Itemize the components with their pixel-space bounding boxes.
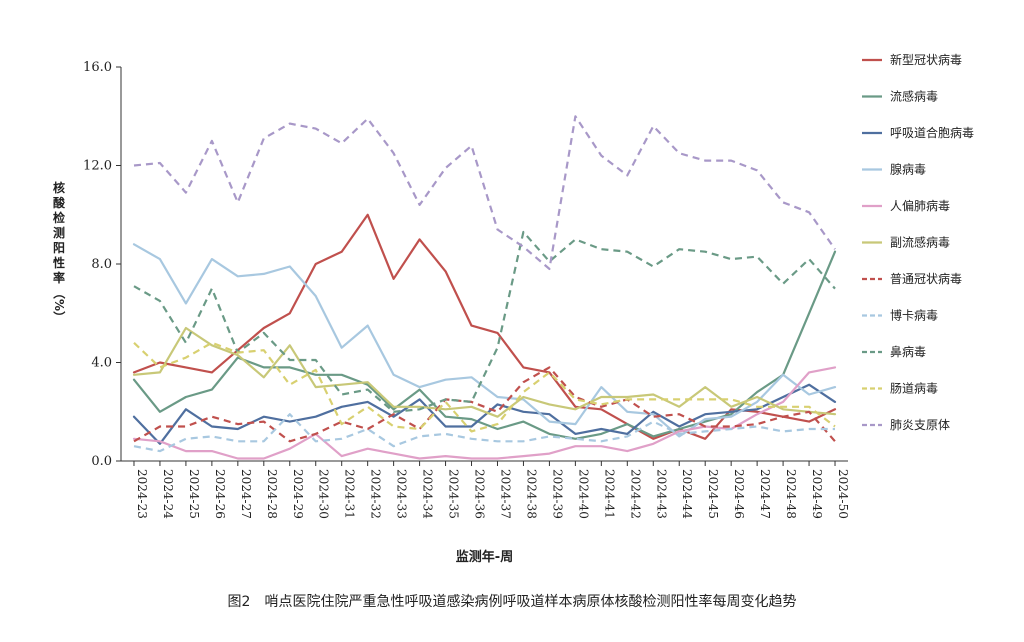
series-line	[133, 230, 836, 413]
x-axis-label: 监测年-周	[456, 549, 513, 565]
y-tick-label: 8.0	[91, 257, 112, 272]
x-tick-label: 2024-49	[810, 469, 824, 519]
y-tick-label: 16.0	[83, 60, 112, 75]
legend-label: 肠道病毒	[890, 381, 938, 396]
line-chart: 核酸检测阳性率（%） 0.04.08.012.016.0 2024-23 2024…	[52, 52, 974, 565]
y-axis-label: 核酸检测阳性率 （%）	[52, 180, 67, 323]
legend-label: 新型冠状病毒	[890, 52, 962, 67]
y-axis-label-char: 酸	[53, 195, 66, 210]
figure-caption: 图2 哨点医院住院严重急性呼吸道感染病例呼吸道样本病原体核酸检测阳性率每周变化趋…	[227, 594, 797, 610]
x-tick-label: 2024-48	[784, 469, 798, 519]
x-tick-label: 2024-30	[317, 469, 331, 519]
x-tick-label: 2024-29	[291, 469, 305, 519]
x-tick-label: 2024-35	[447, 469, 461, 519]
y-tick-label: 4.0	[91, 356, 112, 371]
y-axis-label-char: 核	[53, 180, 65, 195]
legend-label: 人偏肺病毒	[890, 198, 950, 213]
x-tick-label: 2024-23	[135, 469, 149, 519]
x-tick-label: 2024-40	[576, 469, 590, 519]
legend-label: 腺病毒	[890, 162, 926, 177]
x-tick-label: 2024-44	[680, 469, 694, 519]
x-tick-label: 2024-36	[473, 469, 487, 519]
legend-label: 肺炎支原体	[890, 418, 950, 432]
legend: 新型冠状病毒流感病毒呼吸道合胞病毒腺病毒人偏肺病毒副流感病毒普通冠状病毒博卡病毒…	[862, 52, 974, 432]
x-tick-label: 2024-39	[550, 469, 564, 519]
y-axis-label-char: %	[52, 299, 66, 311]
legend-label: 副流感病毒	[890, 235, 950, 250]
x-tick-label: 2024-26	[213, 469, 227, 519]
x-tick-label: 2024-28	[265, 469, 279, 519]
y-axis-label-char: （	[52, 287, 67, 299]
x-tick-label: 2024-37	[498, 469, 512, 519]
x-tick-label: 2024-46	[732, 469, 746, 519]
y-axis-label-char: 检	[53, 210, 65, 225]
series-line	[133, 413, 835, 453]
series-line	[133, 366, 836, 443]
series-line	[132, 326, 837, 418]
x-tick-label: 2024-27	[239, 469, 253, 519]
y-axis-label-char: 阳	[53, 240, 65, 255]
x-axis-ticks: 2024-23 2024-24 2024-25 2024-26 2024-27 2024-…	[133, 461, 850, 519]
legend-label: 呼吸道合胞病毒	[890, 125, 974, 140]
x-tick-label: 2024-34	[421, 469, 435, 519]
x-tick-label: 2024-31	[343, 469, 357, 519]
y-axis-label-char: 测	[53, 225, 65, 240]
series-line	[132, 213, 837, 440]
x-tick-label: 2024-41	[602, 469, 616, 519]
legend-label: 普通冠状病毒	[890, 271, 962, 286]
legend-label: 流感病毒	[890, 89, 938, 104]
y-axis-label-char: 率	[53, 270, 65, 285]
x-tick-label: 2024-47	[758, 469, 772, 519]
x-tick-label: 2024-45	[706, 469, 720, 519]
x-tick-label: 2024-38	[524, 469, 538, 519]
x-tick-label: 2024-33	[395, 469, 409, 519]
x-tick-label: 2024-42	[628, 469, 642, 519]
series-line	[133, 115, 836, 270]
legend-label: 博卡病毒	[890, 308, 938, 323]
x-tick-label: 2024-25	[187, 469, 201, 519]
series-line	[132, 243, 837, 438]
y-axis-ticks: 0.0 4.0 8.0 12.0 16.0	[83, 60, 121, 469]
x-tick-label: 2024-50	[836, 469, 850, 519]
series-lines	[132, 115, 837, 460]
x-tick-label: 2024-24	[161, 469, 175, 519]
series-line	[132, 366, 837, 460]
legend-label: 鼻病毒	[890, 344, 926, 359]
series-line	[133, 341, 836, 433]
y-axis-label-char: ）	[52, 311, 67, 323]
x-tick-label: 2024-32	[369, 469, 383, 519]
y-tick-label: 12.0	[83, 159, 112, 174]
y-tick-label: 0.0	[91, 454, 112, 469]
x-tick-label: 2024-43	[654, 469, 668, 519]
y-axis-label-char: 性	[52, 255, 65, 270]
